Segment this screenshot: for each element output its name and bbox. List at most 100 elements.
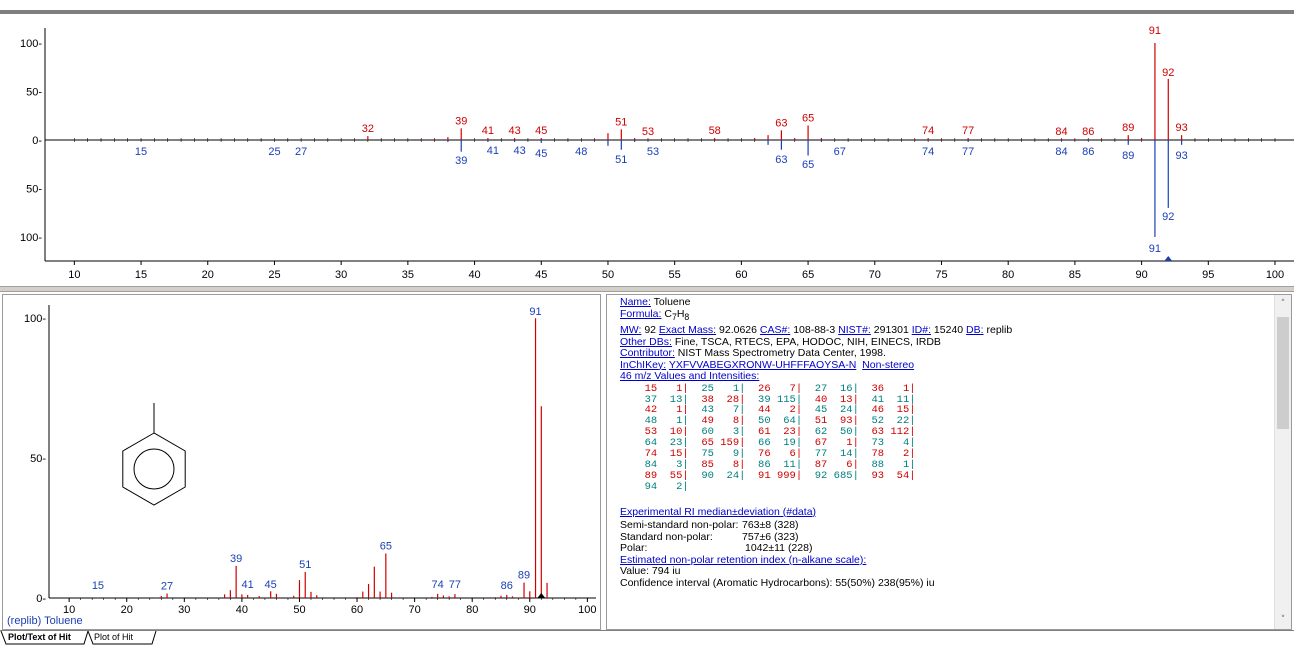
ri-value: 757±6 (323): [742, 530, 799, 543]
top-x-tick-label: 50: [602, 269, 614, 281]
cas-value: 108-88-3: [793, 324, 836, 337]
intensity-cell: 73 4|: [858, 437, 916, 450]
top-x-tick-label: 70: [869, 269, 881, 281]
mw-link[interactable]: MW:: [620, 324, 642, 337]
top-peak-label-upper: 77: [962, 125, 974, 137]
intensity-cell: 38 28|: [688, 393, 746, 406]
top-peak-label-upper: 32: [362, 123, 374, 135]
intensity-cell: 94 2|: [632, 480, 689, 493]
ri-label: Standard non-polar:: [620, 530, 713, 543]
formula-c: C: [664, 307, 672, 320]
intensity-row: 37 13| 38 28| 39 115| 40 13| 41 11|: [632, 393, 1260, 406]
mz-values-link[interactable]: 46 m/z Values and Intensities:: [620, 370, 760, 383]
formula-link[interactable]: Formula:: [620, 307, 662, 320]
top-peak-label-lower: 48: [575, 146, 587, 158]
tab-plot-text-of-hit[interactable]: Plot/Text of Hit: [8, 632, 71, 642]
bottom-x-tick-label: 30: [178, 604, 190, 616]
bottom-y-tick: 0-: [36, 593, 46, 605]
exact-mass-link[interactable]: Exact Mass:: [658, 324, 717, 337]
intensity-cell: 52 22|: [858, 415, 916, 428]
intensity-cell: 62 50|: [802, 426, 859, 439]
pane-splitter[interactable]: [0, 286, 1294, 292]
bottom-peak-label: 27: [161, 581, 173, 593]
bottom-peak-label: 51: [299, 559, 311, 571]
top-peak-label-upper: 84: [1055, 126, 1067, 138]
intensity-cell: 15 1|: [632, 382, 689, 395]
top-x-tick-label: 80: [1002, 269, 1014, 281]
bottom-peak-label: 86: [501, 580, 513, 592]
db-link[interactable]: DB:: [966, 324, 984, 337]
top-peak-label-lower: 51: [615, 154, 627, 166]
top-peak-label-lower: 74: [922, 146, 934, 158]
ri-label: Polar:: [620, 542, 648, 555]
hit-spectrum-panel: 100- 50- 0- 10 20 30 40 50 60 70 80 90 100 15 27 39 41 45…: [2, 294, 601, 630]
bottom-peak-label: 77: [449, 579, 461, 591]
ri-header-link[interactable]: Experimental RI median±deviation (#data): [620, 505, 817, 518]
intensity-cell: 74 15|: [632, 448, 689, 461]
ri-row: Semi-standard non-polar: 763±8 (328): [620, 519, 1260, 532]
top-peak-label-upper: 41: [482, 125, 494, 137]
intensity-cell: 46 15|: [858, 404, 916, 417]
name-link[interactable]: Name:: [620, 296, 651, 308]
intensity-cell: 36 1|: [858, 382, 916, 395]
non-stereo-link[interactable]: Non-stereo: [862, 358, 915, 371]
intensity-cell: 87 6|: [802, 458, 859, 471]
id-link[interactable]: ID#:: [911, 324, 931, 337]
bottom-x-tick-label: 80: [466, 604, 478, 616]
top-peak-label-lower: 67: [834, 146, 846, 158]
bottom-x-tick-label: 90: [524, 604, 536, 616]
tab-plot-of-hit[interactable]: Plot of Hit: [94, 632, 134, 642]
intensity-cell: 42 1|: [632, 404, 689, 417]
estimated-ri-link[interactable]: Estimated non-polar retention index (n-a…: [620, 553, 867, 566]
top-peak-label-lower: 91: [1149, 243, 1161, 255]
top-peak-label-upper: 63: [775, 117, 787, 129]
cas-link[interactable]: CAS#:: [759, 324, 791, 337]
intensity-cell: 26 7|: [745, 382, 803, 395]
estimated-ri-value: Value: 794 iu: [620, 565, 681, 578]
top-peak-label-lower: 92: [1162, 211, 1174, 223]
hit-info-panel: Name: Toluene Formula: C7H8 MW: 92 Exact…: [606, 294, 1292, 630]
nist-link[interactable]: NIST#:: [838, 324, 871, 337]
nist-value: 291301: [873, 324, 909, 337]
intensity-cell: 64 23|: [632, 437, 689, 450]
inchikey-link[interactable]: InChIKey:: [620, 358, 667, 371]
bottom-x-tick-label: 40: [236, 604, 248, 616]
intensity-cell: 48 1|: [632, 415, 689, 428]
hit-info-text: Name: Toluene Formula: C7H8 MW: 92 Exact…: [620, 296, 1260, 589]
intensity-table: 15 1| 25 1| 26 7| 27 16| 36 1| 37 13| 38…: [632, 382, 1260, 493]
top-peak-label-lower: 93: [1175, 150, 1187, 162]
intensity-cell: 92 685|: [802, 469, 859, 482]
other-dbs-link[interactable]: Other DBs:: [620, 335, 672, 348]
top-peak-label-lower: 27: [295, 146, 307, 158]
top-divider: [0, 10, 1294, 14]
scroll-down-arrow-icon[interactable]: ˅: [1280, 615, 1286, 625]
intensity-cell: 75 9|: [688, 448, 746, 461]
toluene-structure: [122, 403, 186, 506]
top-peak-label-lower: 41: [487, 145, 499, 157]
bottom-peak-label: 45: [265, 579, 277, 591]
intensity-cell: 49 8|: [688, 415, 746, 428]
hit-spectrum-plot[interactable]: 100- 50- 0- 10 20 30 40 50 60 70 80 90 100 15 27 39 41 45…: [3, 295, 600, 629]
scroll-thumb[interactable]: [1277, 317, 1289, 429]
intensity-cell: 65 159|: [688, 437, 746, 450]
top-y-tick-upper: 50-: [26, 87, 42, 99]
bottom-caption: (replib) Toluene: [7, 615, 83, 627]
intensity-cell: 86 11|: [745, 458, 803, 471]
contributor-link[interactable]: Contributor:: [620, 347, 675, 360]
bottom-peak-label: 74: [432, 579, 444, 591]
comparison-spectrum-plot[interactable]: 100- 50- 0- 50- 100- 10 15 20 25 30 35 40 45 50 55 60 65…: [0, 14, 1294, 286]
top-peak-label-lower: 45: [535, 148, 547, 160]
top-y-tick-lower: 50-: [26, 184, 42, 196]
intensity-cell: 63 112|: [858, 426, 916, 439]
intensity-cell: 85 8|: [688, 458, 746, 471]
intensity-cell: 77 14|: [802, 448, 859, 461]
intensity-cell: 39 115|: [745, 393, 803, 406]
mw-value: 92: [644, 324, 656, 337]
info-scrollbar[interactable]: ˄ ˅: [1274, 295, 1291, 629]
scroll-up-arrow-icon[interactable]: ˄: [1280, 299, 1286, 309]
top-peak-label-lower: 15: [135, 146, 147, 158]
bottom-x-tick-label: 60: [351, 604, 363, 616]
intensity-row: 74 15| 75 9| 76 6| 77 14| 78 2|: [632, 449, 1260, 460]
inchikey-value[interactable]: YXFVVABEGXRONW-UHFFFAOYSA-N: [668, 358, 857, 371]
intensity-cell: 44 2|: [745, 404, 803, 417]
